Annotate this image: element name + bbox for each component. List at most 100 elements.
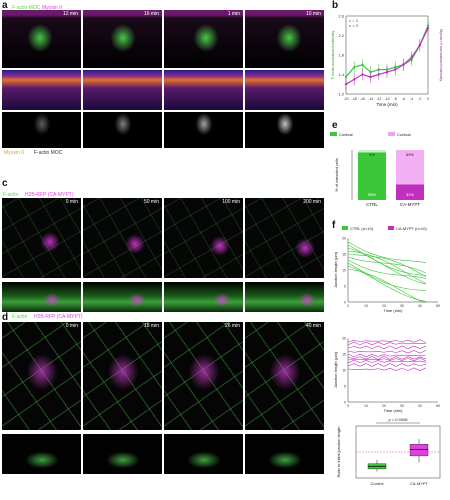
f-trace [347, 259, 427, 279]
micrograph-tile [164, 434, 243, 474]
b-point [402, 63, 405, 66]
chart-b: 1.01.41.82.22.6-20 -18 -16 -14 -12 -10 -8 -6 -4-… [330, 14, 444, 108]
f-ytick: 10 [342, 269, 346, 273]
f-ytick: 0 [344, 401, 346, 405]
d-pct: 95% [368, 192, 376, 197]
a-label-factin: F-actin MOC [12, 5, 41, 11]
f-ytick: 5 [344, 285, 346, 289]
f-trace [347, 262, 427, 292]
f-trace [347, 359, 427, 364]
b-point [418, 44, 421, 47]
b-ytick: 2.2 [338, 33, 344, 38]
f-ylabel: Junction length (µm) [333, 251, 338, 288]
b-point [385, 70, 389, 74]
micrograph-tile [83, 434, 162, 474]
f-xtick: 10 [364, 404, 368, 408]
a-label-myosin: Myosin II [42, 5, 63, 11]
micrograph-tile: 16 min [83, 10, 162, 68]
b-xtick: -6 [402, 97, 405, 101]
micrograph-tile [83, 112, 162, 148]
b-ylabel-left: F-actin normalized intensity [330, 31, 335, 80]
micrograph-tile: 26 min [164, 322, 243, 430]
micrograph-tile [2, 112, 81, 148]
f-xtick: 0 [347, 404, 349, 408]
b-xtick: -10 [384, 97, 389, 101]
d-xlabel: CA-MYPT [400, 202, 421, 207]
fbox-box [409, 444, 429, 457]
micrograph-tile: 40 min [245, 322, 324, 430]
f-ytick: 10 [342, 369, 346, 373]
micrograph-tile [2, 70, 81, 110]
micrograph-tile [83, 282, 162, 312]
b-xtick: -8 [394, 97, 397, 101]
micrograph-tile [245, 112, 324, 148]
f-ytick: 0 [344, 301, 346, 305]
micrograph-tile [2, 282, 81, 312]
b-point [410, 56, 413, 59]
b-ytick: 1.8 [338, 53, 344, 58]
micrograph-tile [164, 112, 243, 148]
b-n1: n = 3 [349, 18, 359, 23]
d-bar-bottom [396, 184, 424, 200]
f-trace [347, 353, 427, 358]
f-xlabel: Time (min) [384, 308, 404, 313]
timepoint-stamp: 10 min [305, 11, 321, 17]
d-bar-top [396, 150, 424, 185]
fbox-xlabel: CA-MYPT [410, 481, 429, 486]
timepoint-stamp: 200 min [303, 199, 321, 205]
f-ytick: 20 [342, 237, 346, 241]
fbox-xlabel: Control [371, 481, 384, 486]
f-trace [347, 339, 427, 343]
f-trace [347, 341, 427, 346]
f-xtick: 20 [382, 304, 386, 308]
b-ytick: 1.0 [338, 92, 344, 97]
panel-label-c: c [2, 178, 8, 189]
a-bottom-factin: F-actin MOC [34, 150, 63, 156]
b-point [369, 75, 372, 79]
f-xtick: 50 [436, 304, 440, 308]
b-ylabel-right: Myosin II normalized intensity [439, 29, 444, 81]
micrograph-tile [245, 70, 324, 110]
b-xtick: -16 [360, 97, 365, 101]
e-label-h2b: H2B-RFP (CA-MYPT) [34, 314, 83, 320]
b-point [361, 73, 364, 76]
micrograph-tile [164, 70, 243, 110]
d-ylabel: % of extruded cells [334, 158, 339, 192]
f-xtick: 30 [400, 404, 404, 408]
d-legend-2: Cortical [397, 132, 411, 137]
micrograph-tile: 200 min [245, 198, 324, 278]
d-pct: 69% [406, 152, 414, 157]
f-xtick: 40 [418, 304, 422, 308]
b-xtick: -20 [343, 97, 348, 101]
f-trace [347, 345, 427, 350]
b-point [353, 65, 356, 69]
e-label-factin: F-actin [12, 314, 28, 320]
timepoint-stamp: 12 min [62, 11, 78, 17]
micrograph-tile [245, 282, 324, 312]
b-xtick: -4 [410, 97, 413, 101]
f-xtick: 40 [418, 404, 422, 408]
timepoint-stamp: 16 min [143, 11, 159, 17]
b-point [344, 75, 348, 79]
micrograph-tile [245, 434, 324, 474]
f-xtick: 20 [382, 404, 386, 408]
f-legend-swatch-ctrl [342, 226, 348, 230]
timepoint-stamp: 0 min [65, 199, 78, 205]
b-point [353, 78, 356, 81]
micrograph-tile: 1 min [164, 10, 243, 68]
f-legend-ca: CA-MYPT (n=10) [396, 226, 427, 231]
micrograph-tile: 50 min [83, 198, 162, 278]
f-xtick: 0 [347, 304, 349, 308]
f-xlabel: Time (min) [384, 408, 404, 413]
timepoint-stamp: 18 min [143, 323, 159, 329]
panel-label-d: e [332, 120, 338, 131]
panel-label-b: b [332, 0, 339, 11]
f-trace [347, 356, 427, 360]
b-axes [345, 15, 429, 95]
b-ytick: 2.6 [338, 14, 344, 19]
b-xtick: -2 [418, 97, 421, 101]
f-trace [347, 268, 427, 303]
d-bar-bottom [358, 152, 386, 200]
